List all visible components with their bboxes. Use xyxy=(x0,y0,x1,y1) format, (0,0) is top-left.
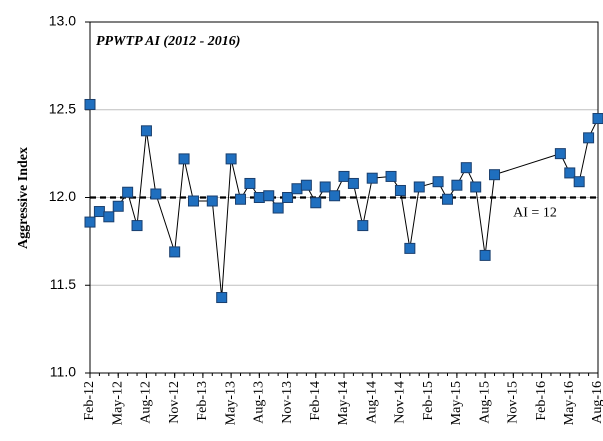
data-point xyxy=(564,167,576,179)
y-tick-label: 11.0 xyxy=(50,364,76,380)
reference-label: AI = 12 xyxy=(513,206,557,221)
data-point xyxy=(206,195,218,207)
data-point xyxy=(413,181,425,193)
x-tick-label: Nov-13 xyxy=(280,381,295,424)
data-point xyxy=(347,177,359,189)
data-point xyxy=(131,220,143,232)
data-point xyxy=(385,170,397,182)
data-point xyxy=(84,216,96,228)
data-point xyxy=(150,188,162,200)
data-point xyxy=(178,153,190,165)
x-tick-label: Aug-16 xyxy=(590,381,603,424)
y-axis-label: Aggressive Index xyxy=(16,147,31,249)
y-tick-label: 12.5 xyxy=(49,100,76,116)
x-tick-label: Aug-12 xyxy=(139,381,154,424)
chart-title: PPWTP AI (2012 - 2016) xyxy=(96,34,240,49)
x-tick-label: May-16 xyxy=(562,381,577,425)
x-tick-label: May-14 xyxy=(336,381,351,425)
data-point xyxy=(592,113,603,125)
data-point xyxy=(470,181,482,193)
data-point xyxy=(432,176,444,188)
data-point xyxy=(291,183,303,195)
data-point xyxy=(366,172,378,184)
x-tick-label: Nov-12 xyxy=(167,381,182,424)
x-tick-label: May-13 xyxy=(223,381,238,425)
data-point xyxy=(319,181,331,193)
x-tick-label: Feb-14 xyxy=(308,381,323,421)
data-point xyxy=(441,193,453,205)
data-point xyxy=(169,246,181,258)
data-point xyxy=(225,153,237,165)
data-point xyxy=(140,125,152,137)
data-point xyxy=(84,98,96,110)
data-point xyxy=(263,190,275,202)
x-tick-label: Feb-16 xyxy=(534,381,549,421)
x-tick-label: Nov-14 xyxy=(393,381,408,424)
data-point xyxy=(394,184,406,196)
data-point xyxy=(554,148,566,160)
x-tick-label: Feb-15 xyxy=(421,381,436,421)
x-tick-label: Aug-14 xyxy=(364,381,379,424)
data-point xyxy=(93,206,105,218)
x-tick-label: May-12 xyxy=(110,381,125,425)
data-point xyxy=(404,242,416,254)
data-point xyxy=(357,220,369,232)
data-point xyxy=(112,200,124,212)
y-tick-label: 11.5 xyxy=(50,276,76,292)
x-tick-label: Aug-15 xyxy=(477,381,492,424)
x-tick-label: Feb-13 xyxy=(195,381,210,421)
data-point xyxy=(489,169,501,181)
x-tick-label: May-15 xyxy=(449,381,464,425)
data-point xyxy=(451,179,463,191)
data-point xyxy=(460,162,472,174)
data-point xyxy=(187,195,199,207)
data-point xyxy=(235,193,247,205)
x-tick-label: Nov-15 xyxy=(506,381,521,424)
data-point xyxy=(583,132,595,144)
data-point xyxy=(479,249,491,261)
data-point xyxy=(338,170,350,182)
data-point xyxy=(122,186,134,198)
data-point xyxy=(310,197,322,209)
data-point xyxy=(329,190,341,202)
y-tick-label: 13.0 xyxy=(49,13,76,29)
data-point xyxy=(573,176,585,188)
x-tick-label: Feb-12 xyxy=(82,381,97,421)
data-point xyxy=(103,211,115,223)
data-point xyxy=(253,192,265,203)
data-point xyxy=(244,177,256,189)
data-point xyxy=(300,179,312,191)
data-point xyxy=(216,292,228,304)
data-point xyxy=(272,202,284,214)
y-tick-label: 12.0 xyxy=(49,188,76,204)
x-tick-label: Aug-13 xyxy=(252,381,267,424)
data-point xyxy=(282,192,294,203)
data-line xyxy=(89,104,599,298)
